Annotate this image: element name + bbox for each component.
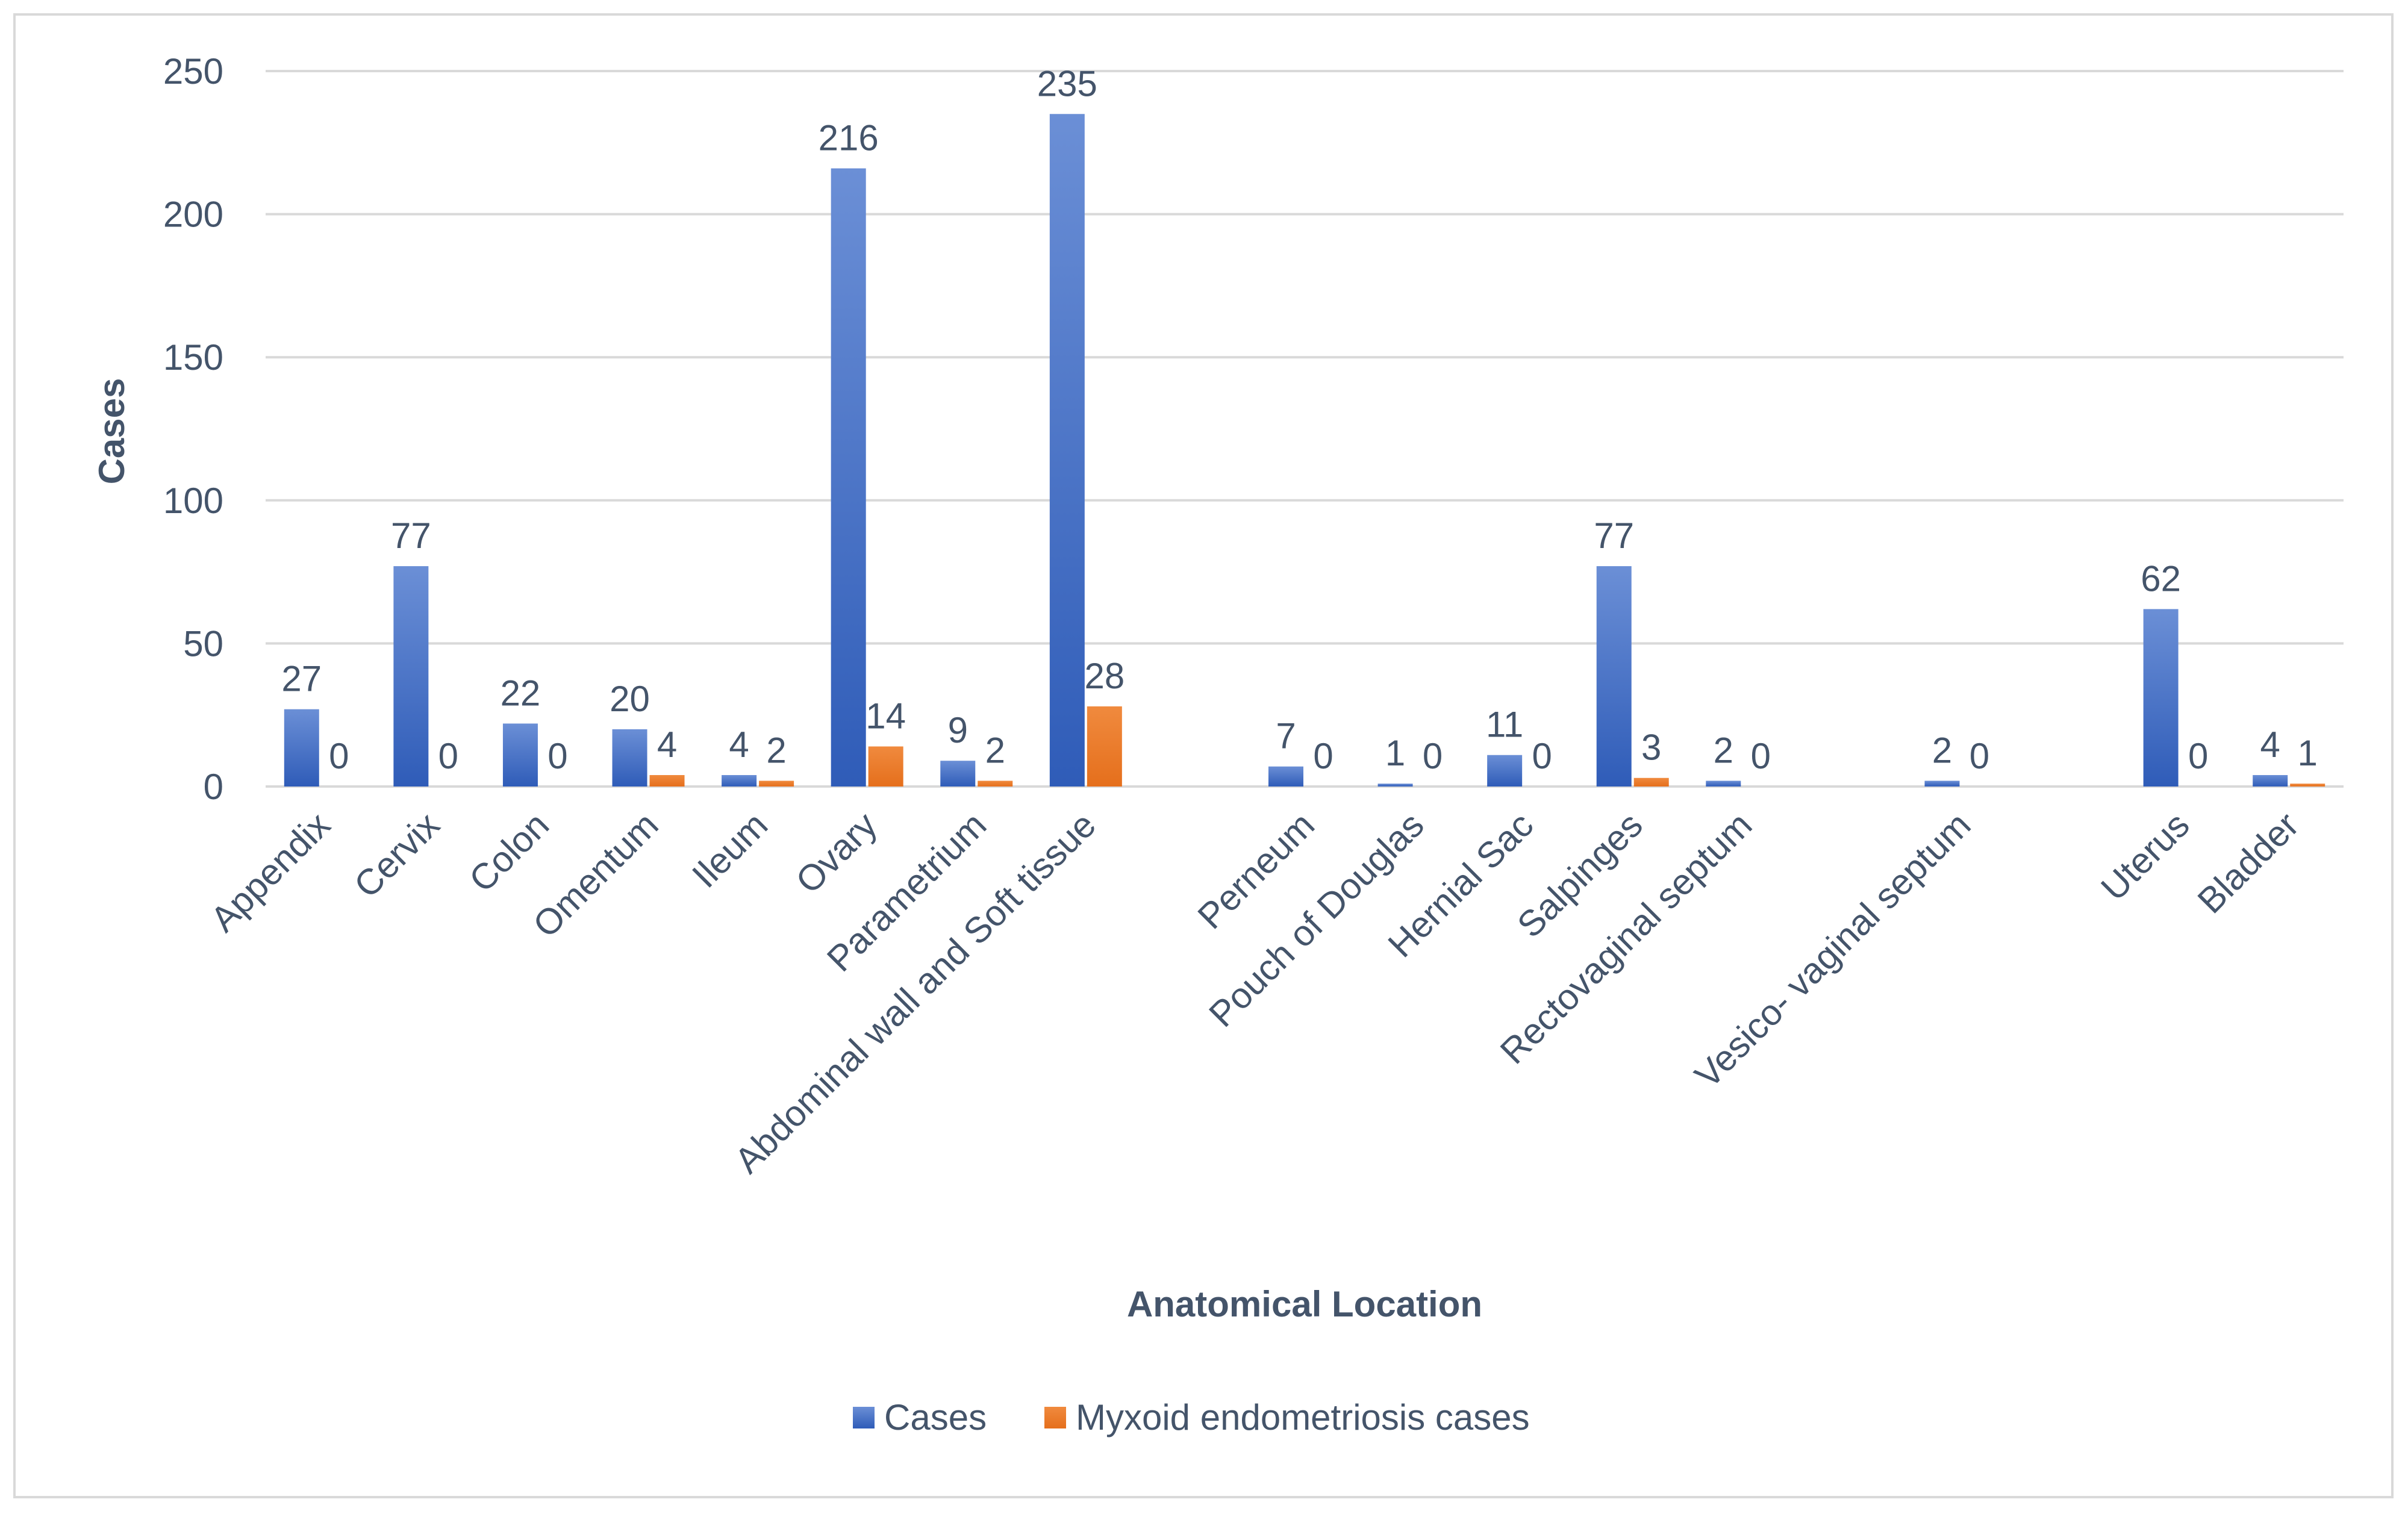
bar-myxoid: [2290, 783, 2325, 787]
bar-cases: [284, 709, 319, 787]
legend-label-cases: Cases: [884, 1397, 987, 1438]
y-tick-label: 200: [163, 195, 223, 235]
legend: Cases Myxoid endometriosis cases: [853, 1397, 1530, 1438]
y-tick-label: 0: [204, 767, 223, 807]
data-label-cases: 7: [1276, 716, 1296, 756]
y-tick-label: 250: [163, 51, 223, 92]
chart-frame: 0 50 100 150 200 250 27 0 77 0 22 0 20 4 4 2 216 14 9 2 235…: [13, 13, 2394, 1498]
data-label-myxoid: 4: [657, 724, 677, 765]
x-axis-title: Anatomical Location: [1127, 1284, 1482, 1324]
data-label-cases: 77: [391, 516, 431, 556]
y-tick-label: 150: [163, 337, 223, 378]
data-label-cases: 22: [501, 673, 541, 713]
x-tick-label: Ovary: [788, 805, 885, 902]
bar-cases: [2143, 609, 2179, 787]
y-tick-label: 100: [163, 481, 223, 521]
data-label-cases: 77: [1594, 516, 1634, 556]
bars: [284, 114, 2325, 787]
data-label-myxoid: 0: [2188, 736, 2208, 776]
data-label-cases: 20: [610, 679, 650, 719]
bar-cases: [1268, 766, 1303, 787]
data-label-cases: 11: [1486, 705, 1523, 745]
bar-cases: [2253, 774, 2288, 787]
y-axis-title: Cases: [92, 378, 132, 485]
bar-myxoid: [868, 746, 903, 787]
data-label-myxoid: 2: [766, 730, 786, 770]
data-label-myxoid: 28: [1084, 656, 1124, 696]
data-label-myxoid: 0: [329, 736, 349, 776]
data-label-cases: 9: [948, 710, 968, 750]
bar-myxoid: [1087, 706, 1122, 787]
y-tick-label: 50: [183, 623, 223, 664]
data-label-myxoid: 14: [866, 696, 906, 736]
bar-cases: [1924, 780, 1960, 787]
bar-cases: [1487, 755, 1523, 787]
bar-cases: [1377, 783, 1413, 787]
data-label-myxoid: 0: [1751, 736, 1771, 776]
data-label-cases: 27: [281, 659, 322, 699]
legend-label-myxoid: Myxoid endometriosis cases: [1076, 1397, 1530, 1438]
x-tick-label: Bladder: [2190, 805, 2307, 921]
bar-cases: [722, 774, 757, 787]
bar-cases: [1049, 114, 1085, 787]
data-label-myxoid: 0: [1970, 736, 1989, 776]
x-tick-label: Colon: [461, 805, 557, 900]
data-label-myxoid: 1: [2298, 733, 2318, 773]
y-axis-ticks: 0 50 100 150 200 250: [163, 51, 223, 807]
data-label-myxoid: 0: [438, 736, 458, 776]
data-label-cases: 4: [2260, 724, 2280, 765]
x-tick-label: Ileum: [684, 805, 775, 896]
data-label-cases: 62: [2141, 558, 2181, 599]
data-label-myxoid: 0: [1423, 736, 1443, 776]
data-label-cases: 235: [1037, 63, 1097, 104]
bar-cases: [502, 723, 538, 787]
data-label-myxoid: 0: [547, 736, 567, 776]
data-label-cases: 1: [1385, 733, 1405, 773]
legend-swatch-cases: [853, 1407, 875, 1428]
bar-cases: [393, 566, 429, 787]
bar-cases: [1596, 566, 1632, 787]
bar-cases: [831, 168, 866, 787]
bar-cases: [1706, 780, 1741, 787]
data-label-cases: 216: [819, 118, 879, 158]
data-label-cases: 2: [1714, 730, 1733, 770]
data-label-myxoid: 0: [1313, 736, 1333, 776]
x-tick-label: Uterus: [2093, 805, 2197, 908]
x-tick-label: Appendix: [203, 805, 338, 939]
legend-swatch-myxoid: [1044, 1407, 1066, 1428]
bar-myxoid: [759, 780, 794, 787]
bar-myxoid: [1633, 777, 1669, 787]
data-label-cases: 2: [1932, 730, 1952, 770]
data-label-cases: 4: [729, 724, 749, 765]
data-label-myxoid: 2: [985, 730, 1005, 770]
data-label-myxoid: 0: [1532, 736, 1552, 776]
data-label-myxoid: 3: [1641, 727, 1661, 768]
bar-cases: [612, 729, 647, 787]
bar-myxoid: [649, 774, 685, 787]
bar-myxoid: [978, 780, 1013, 787]
x-tick-label: Cervix: [346, 805, 448, 906]
gridlines: [266, 70, 2344, 788]
bar-cases: [940, 761, 976, 787]
